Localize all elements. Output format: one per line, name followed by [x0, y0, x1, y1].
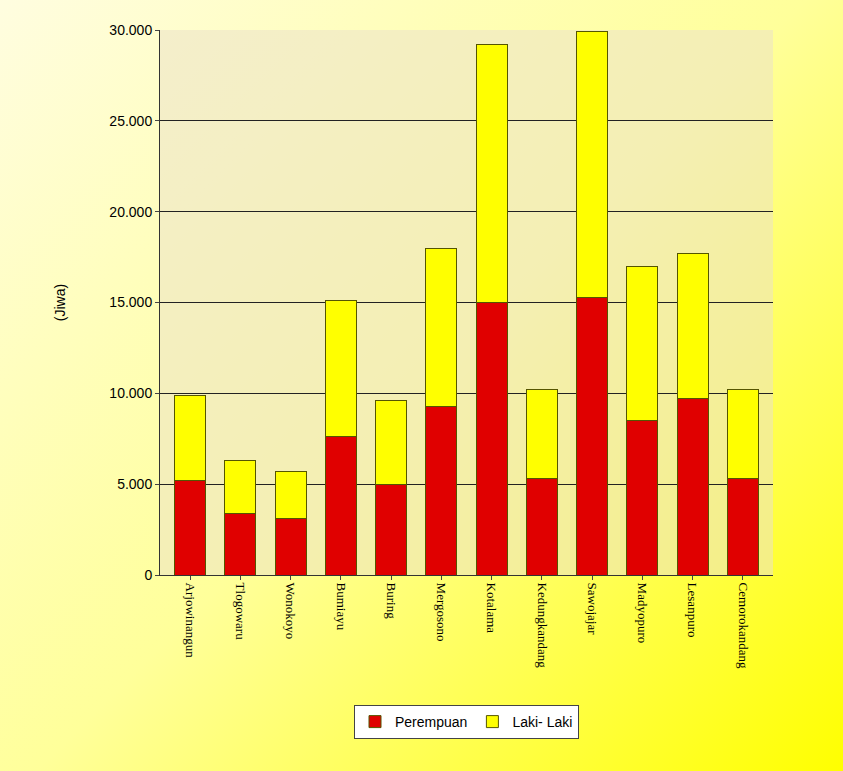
svg-text:10.000: 10.000 [109, 385, 152, 401]
svg-text:(Jiwa): (Jiwa) [52, 284, 68, 321]
svg-text:Lesanpuro: Lesanpuro [685, 583, 700, 638]
svg-text:Wonokoyo: Wonokoyo [283, 583, 298, 640]
svg-text:Kedungkandang: Kedungkandang [535, 583, 550, 669]
svg-text:Sawojajar: Sawojajar [585, 583, 600, 636]
svg-text:0: 0 [144, 567, 152, 583]
svg-text:5.000: 5.000 [117, 476, 152, 492]
svg-text:Tlogowaru: Tlogowaru [233, 583, 248, 641]
svg-text:Madyopuro: Madyopuro [635, 583, 650, 644]
svg-text:15.000: 15.000 [109, 294, 152, 310]
svg-text:25.000: 25.000 [109, 113, 152, 129]
svg-text:Kotalama: Kotalama [484, 583, 499, 634]
svg-text:20.000: 20.000 [109, 204, 152, 220]
svg-text:Perempuan: Perempuan [395, 714, 467, 730]
svg-text:Bumiayu: Bumiayu [334, 583, 349, 631]
svg-text:Buring: Buring [384, 583, 399, 620]
svg-text:Mergosono: Mergosono [434, 583, 449, 642]
svg-text:Arjowinangun: Arjowinangun [183, 583, 198, 659]
svg-text:30.000: 30.000 [109, 22, 152, 38]
svg-text:Laki- Laki: Laki- Laki [512, 714, 572, 730]
svg-text:Cemorokandang: Cemorokandang [736, 583, 751, 669]
